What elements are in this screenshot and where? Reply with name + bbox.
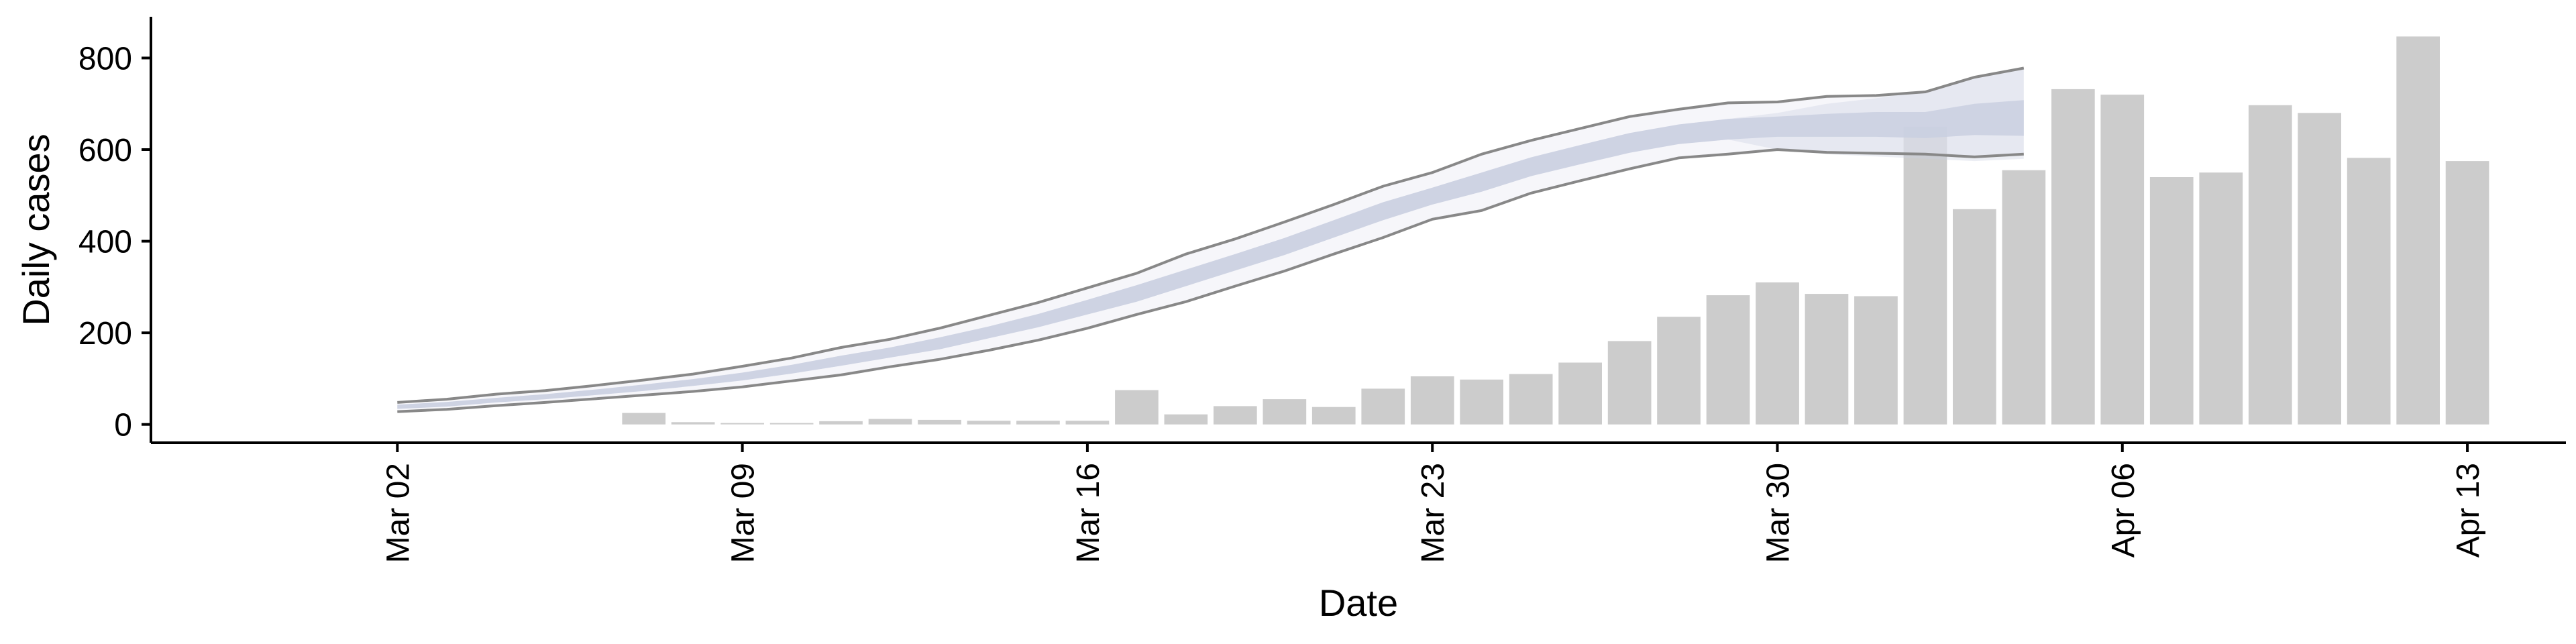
x-tick-label: Mar 16 bbox=[1071, 463, 1106, 563]
y-tick-label: 0 bbox=[114, 408, 132, 443]
inner-band bbox=[397, 100, 2024, 409]
y-tick-label: 200 bbox=[78, 316, 132, 352]
x-axis-title: Date bbox=[1319, 582, 1398, 624]
bar bbox=[2002, 170, 2046, 425]
bar bbox=[1607, 341, 1652, 425]
bar bbox=[2396, 36, 2440, 425]
bar bbox=[918, 419, 961, 425]
bar bbox=[769, 423, 814, 425]
x-tick-label: Apr 13 bbox=[2451, 463, 2486, 557]
bar bbox=[1509, 374, 1553, 425]
bar bbox=[720, 423, 764, 425]
x-tick-label: Apr 06 bbox=[2106, 463, 2141, 557]
bar bbox=[868, 419, 912, 425]
y-tick-label: 800 bbox=[78, 41, 132, 76]
bar bbox=[1706, 295, 1750, 425]
bar bbox=[1805, 294, 1849, 425]
bar bbox=[2347, 158, 2391, 425]
bar bbox=[1410, 376, 1454, 425]
bar bbox=[967, 421, 1011, 425]
bar bbox=[1164, 414, 1208, 425]
bar bbox=[671, 422, 715, 425]
x-tick-label: Mar 09 bbox=[726, 463, 761, 563]
bar bbox=[2445, 161, 2489, 425]
bar bbox=[1854, 296, 1898, 425]
y-tick-label: 400 bbox=[78, 225, 132, 260]
bar bbox=[1115, 390, 1159, 425]
bar bbox=[1756, 282, 1799, 425]
bar bbox=[2100, 95, 2145, 425]
bar bbox=[1558, 362, 1602, 425]
lower-line bbox=[397, 148, 2024, 413]
bar bbox=[1361, 388, 1405, 425]
bar bbox=[1263, 399, 1307, 425]
bar bbox=[819, 421, 863, 425]
bar bbox=[1065, 421, 1110, 425]
x-tick-label: Mar 02 bbox=[380, 463, 416, 563]
x-tick-label: Mar 30 bbox=[1761, 463, 1796, 563]
bar bbox=[1657, 317, 1701, 425]
x-tick-label: Mar 23 bbox=[1415, 463, 1451, 563]
y-axis-title: Daily cases bbox=[15, 133, 57, 325]
y-tick-label: 600 bbox=[78, 133, 132, 168]
bar bbox=[1953, 209, 1996, 425]
bar bbox=[1311, 407, 1356, 425]
bar bbox=[1460, 379, 1503, 425]
upper-line bbox=[397, 66, 2025, 404]
bar bbox=[2051, 89, 2095, 425]
bar bbox=[1214, 406, 1257, 425]
bar bbox=[2149, 177, 2194, 425]
bar bbox=[2199, 172, 2243, 425]
axes: 0 200 400 600 800 Mar 02 Mar 09 Mar 16 Mar 23 Mar… bbox=[78, 17, 2566, 563]
bar bbox=[2248, 105, 2292, 425]
bar bbox=[1016, 421, 1060, 425]
plot-area bbox=[397, 36, 2489, 425]
bar bbox=[2298, 113, 2341, 425]
bar bbox=[622, 413, 666, 425]
bar bbox=[1903, 126, 1947, 425]
